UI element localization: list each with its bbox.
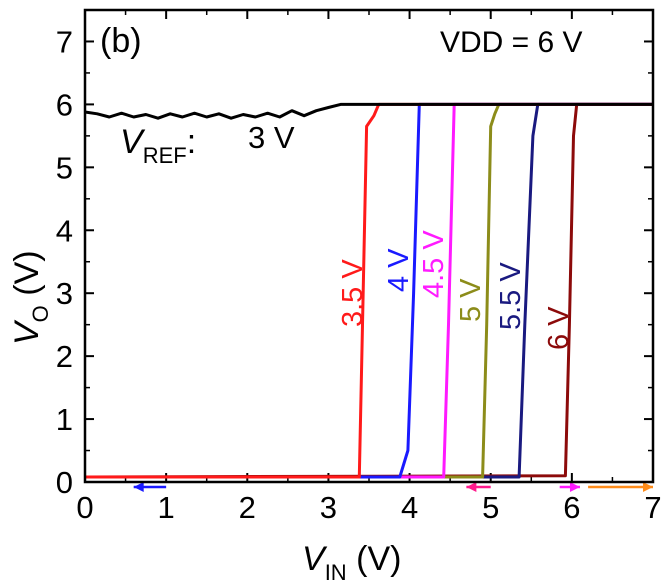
vref-label-colon: : <box>187 123 196 161</box>
x-tick-label: 2 <box>239 490 256 525</box>
series-label: 3 V <box>248 120 295 155</box>
series-line <box>84 102 653 120</box>
y-axis-label: VO (V) <box>8 250 53 345</box>
series-label: 6 V <box>543 306 575 350</box>
x-axis-label-unit: (V) <box>347 540 402 578</box>
vref-label: VREF: <box>120 123 196 168</box>
arrow-head <box>133 482 144 492</box>
x-tick-labels: 0 1 2 3 4 5 6 7 <box>76 490 661 525</box>
y-tick-label: 6 <box>56 87 73 122</box>
x-tick-label: 4 <box>401 490 418 525</box>
y-axis-label-main: V <box>8 319 46 345</box>
x-axis-label: VIN (V) <box>302 540 401 583</box>
y-tick-label: 3 <box>56 276 73 311</box>
series-label: 4.5 V <box>418 230 450 298</box>
series-labels: 3 V 3.5 V 4 V 4.5 V5 V 5.5 V 6 V <box>248 120 575 350</box>
panel-label: (b) <box>100 22 142 60</box>
x-tick-label: 0 <box>76 490 93 525</box>
series-label: 4 V <box>383 248 415 292</box>
y-tick-label: 7 <box>56 24 73 59</box>
x-axis-label-sub: IN <box>325 560 347 583</box>
vref-label-sub: REF <box>143 143 187 168</box>
y-axis-label-sub: O <box>28 305 53 322</box>
x-tick-label: 5 <box>482 490 499 525</box>
arrow-head <box>569 482 580 492</box>
arrow-head <box>643 482 653 492</box>
plot-frame <box>83 8 655 484</box>
x-tick-label: 7 <box>644 490 661 525</box>
series-label: 5.5 V <box>495 262 527 330</box>
vref-label-main: V <box>120 123 146 161</box>
condition-label: VDD = 6 V <box>440 26 583 59</box>
y-tick-label: 4 <box>56 213 73 248</box>
y-tick-labels: 0 1 2 3 4 5 6 7 <box>56 24 73 500</box>
x-tick-label: 3 <box>320 490 337 525</box>
y-tick-label: 1 <box>56 402 73 437</box>
direction-arrows <box>133 482 653 492</box>
series-label: 5 V <box>455 278 487 322</box>
arrow-head <box>466 482 477 492</box>
y-tick-label: 5 <box>56 150 73 185</box>
series-lines <box>84 102 653 479</box>
x-tick-label: 1 <box>158 490 175 525</box>
y-tick-label: 2 <box>56 339 73 374</box>
x-axis-label-main: V <box>302 540 328 578</box>
y-axis-label-unit: (V) <box>8 250 46 305</box>
x-tick-label: 6 <box>563 490 580 525</box>
series-label: 3.5 V <box>337 259 369 327</box>
y-tick-label: 0 <box>56 465 73 500</box>
